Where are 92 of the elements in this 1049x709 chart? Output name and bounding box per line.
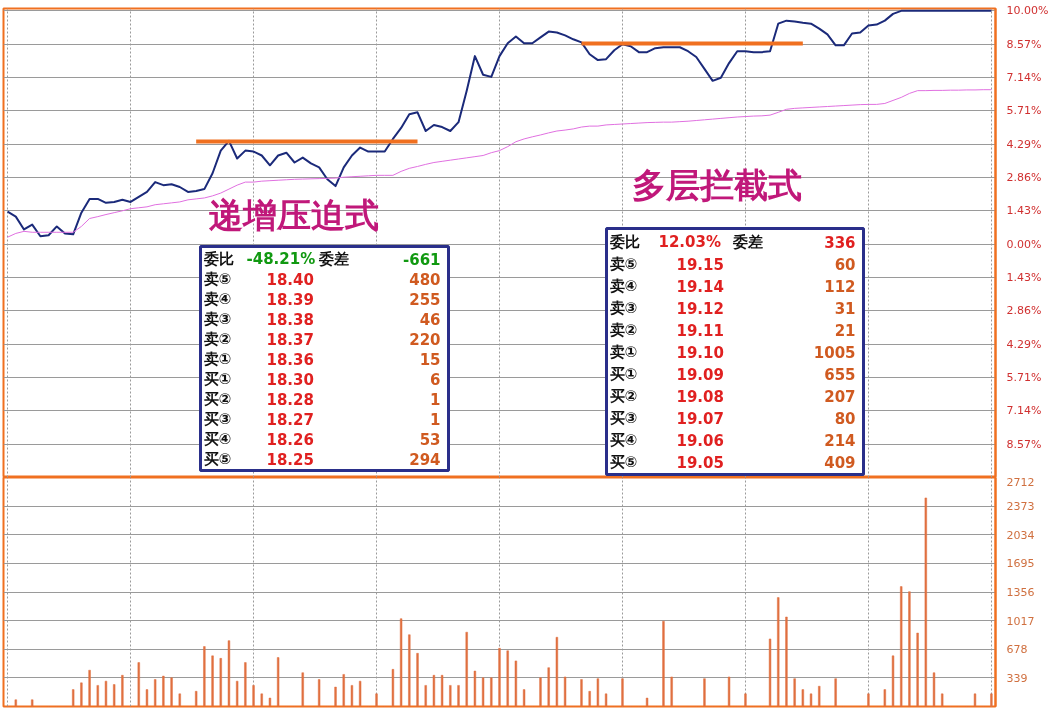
annotation: 112 <box>824 277 856 296</box>
annotation: 53 <box>419 430 441 449</box>
annotation: 卖④ <box>203 289 232 308</box>
annotation: 递增压迫式 <box>207 194 379 235</box>
y-tick-label: 1017 <box>1006 614 1035 628</box>
y-tick-label: 4.29% <box>1006 337 1042 351</box>
annotation: 12.03% <box>658 232 721 251</box>
annotation: 19.15 <box>676 255 724 274</box>
annotation: 卖① <box>609 342 638 361</box>
annotation: 46 <box>419 310 441 329</box>
annotation: 买② <box>609 386 638 405</box>
annotation: 1005 <box>813 343 856 362</box>
annotation: 19.09 <box>676 365 724 384</box>
y-tick-label: 339 <box>1006 671 1028 685</box>
annotation: 委比 <box>608 232 640 251</box>
annotation: 1 <box>430 390 441 409</box>
y-tick-label: 0.00% <box>1006 237 1042 251</box>
annotation: 15 <box>419 350 441 369</box>
y-tick-label: 5.71% <box>1006 370 1042 384</box>
annotation: 多层拦截式 <box>631 164 802 205</box>
annotation: 19.08 <box>676 387 724 406</box>
annotation: 卖③ <box>609 298 638 317</box>
y-tick-label: 8.57% <box>1006 437 1042 451</box>
annotation: 480 <box>409 270 441 289</box>
annotation: 19.05 <box>676 453 724 472</box>
annotation: 18.38 <box>266 310 314 329</box>
y-tick-label: 8.57% <box>1006 37 1042 51</box>
annotation: 1 <box>430 410 441 429</box>
annotation: 18.25 <box>266 450 314 469</box>
y-tick-label: 2712 <box>1006 475 1035 489</box>
annotation: 80 <box>834 409 856 428</box>
annotation: 18.27 <box>266 410 314 429</box>
annotation: 409 <box>824 453 856 472</box>
annotation: 207 <box>824 387 856 406</box>
annotation: 60 <box>834 255 856 274</box>
annotation: 18.26 <box>266 430 314 449</box>
annotation: 19.06 <box>676 431 724 450</box>
annotation: 卖⑤ <box>203 269 232 288</box>
annotation: 买② <box>203 389 232 408</box>
annotation: 19.11 <box>676 321 724 340</box>
annotation: 委差 <box>731 232 763 251</box>
y-tick-label: 4.29% <box>1006 137 1042 151</box>
y-tick-label: 1.43% <box>1006 204 1042 218</box>
annotation: 220 <box>409 330 441 349</box>
annotation: 卖① <box>203 349 232 368</box>
annotation: 买⑤ <box>609 452 638 471</box>
y-tick-label: 5.71% <box>1006 104 1042 118</box>
annotation: 卖③ <box>203 309 232 328</box>
annotation: 336 <box>824 233 856 252</box>
annotation: 卖② <box>609 320 638 339</box>
annotation: -661 <box>402 250 441 269</box>
annotation: 18.30 <box>266 370 314 389</box>
annotation: 委差 <box>317 249 349 268</box>
annotation: 买③ <box>609 408 638 427</box>
annotation: 19.07 <box>676 409 724 428</box>
annotation: 委比 <box>202 249 234 268</box>
y-tick-label: 10.00% <box>1006 4 1049 18</box>
annotation: 19.12 <box>676 299 724 318</box>
annotation: 买④ <box>609 430 638 449</box>
annotation: 214 <box>824 431 856 450</box>
y-tick-label: 1695 <box>1006 557 1035 571</box>
y-tick-label: 1356 <box>1006 586 1035 599</box>
annotation: 买④ <box>203 429 232 448</box>
annotation: 买① <box>203 369 232 388</box>
annotation: 18.28 <box>266 390 314 409</box>
annotation: 6 <box>430 370 441 389</box>
annotation: 卖⑤ <box>609 254 638 273</box>
annotation: 买⑤ <box>203 449 232 468</box>
y-tick-label: 678 <box>1006 643 1028 657</box>
annotation: 19.14 <box>676 277 724 296</box>
annotation: 买③ <box>203 409 232 428</box>
annotation: 255 <box>409 290 441 309</box>
annotation: 买① <box>609 364 638 383</box>
annotation: -48.21% <box>246 249 316 268</box>
annotation: 18.36 <box>266 350 314 369</box>
y-tick-label: 7.14% <box>1006 404 1042 418</box>
annotation: 19.10 <box>676 343 724 362</box>
annotation: 31 <box>834 299 856 318</box>
annotation: 655 <box>824 365 856 384</box>
annotation: 卖④ <box>609 276 638 295</box>
y-tick-label: 1.43% <box>1006 271 1042 285</box>
y-tick-label: 2034 <box>1006 528 1035 542</box>
y-tick-label: 2.86% <box>1006 304 1042 318</box>
annotation: 卖② <box>203 329 232 348</box>
annotation: 18.39 <box>266 290 314 309</box>
y-tick-label: 2.86% <box>1006 170 1042 184</box>
y-tick-label: 7.14% <box>1006 71 1042 85</box>
y-tick-label: 2373 <box>1006 500 1035 514</box>
annotation: 21 <box>834 321 856 340</box>
annotation: 294 <box>409 450 441 469</box>
annotation: 18.37 <box>266 330 314 349</box>
annotation: 18.40 <box>266 270 314 289</box>
